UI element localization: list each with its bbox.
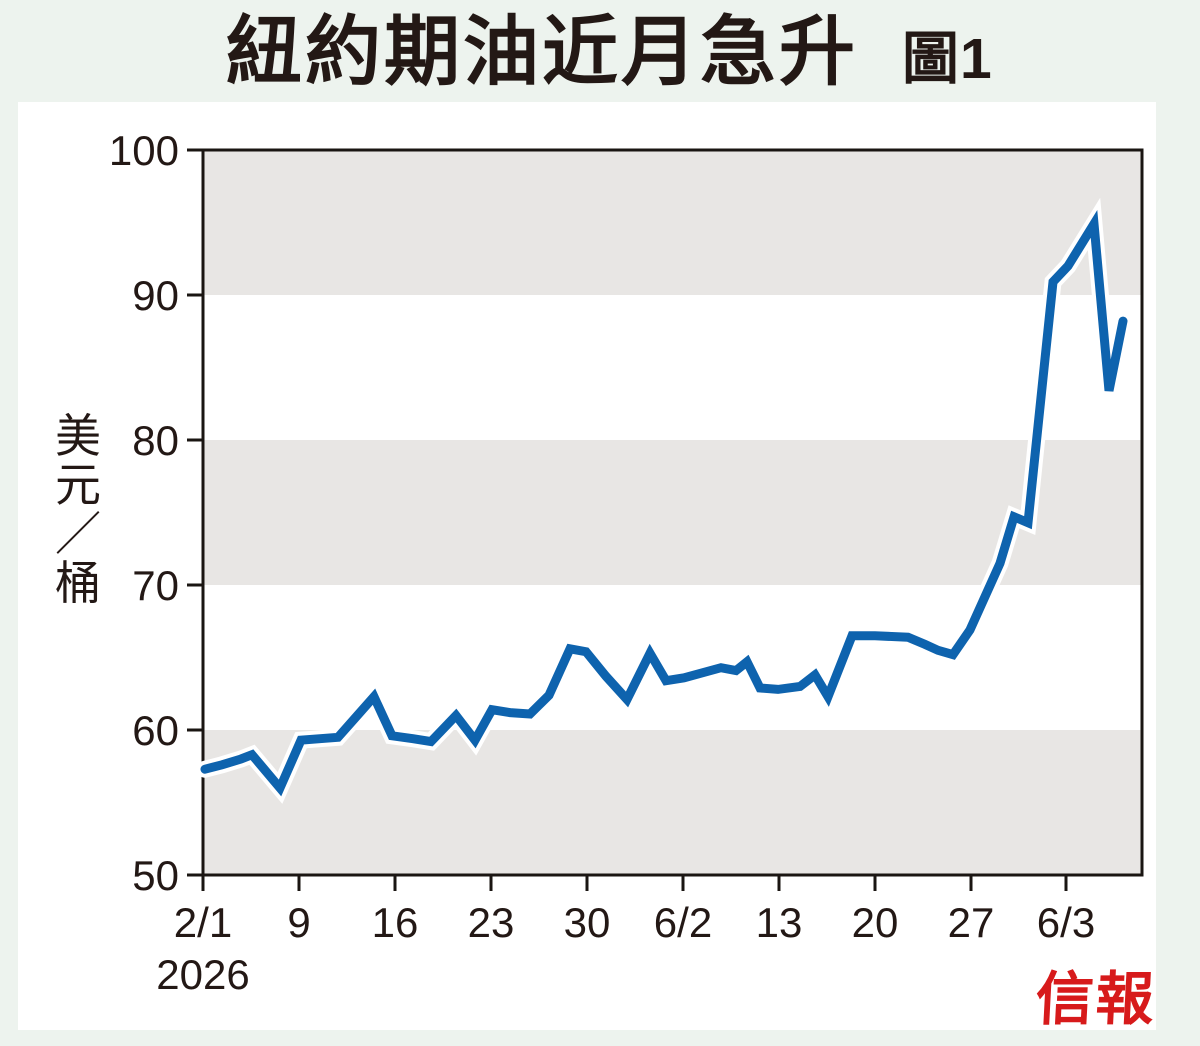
x-tick-label: 13	[756, 899, 803, 946]
y-tick-label: 50	[132, 852, 179, 899]
y-axis-unit-char: 元	[55, 459, 101, 511]
x-tick-label: 6/3	[1037, 899, 1095, 946]
plot-border	[201, 148, 1144, 877]
y-tick-label: 60	[132, 707, 179, 754]
x-tick-label: 9	[287, 899, 310, 946]
x-tick-label: 6/2	[654, 899, 712, 946]
x-tick-label: 27	[948, 899, 995, 946]
price-line	[200, 210, 1128, 797]
x-tick-label: 30	[564, 899, 611, 946]
grid-band	[203, 150, 1142, 295]
grid-band	[203, 440, 1142, 585]
page-title: 紐約期油近月急升	[226, 10, 858, 95]
x-tick-label: 16	[372, 899, 419, 946]
figure-label: 圖1	[902, 27, 993, 91]
y-tick-label: 90	[132, 272, 179, 319]
y-tick-label: 80	[132, 417, 179, 464]
y-axis-unit-char: ／	[55, 508, 101, 560]
x-axis-year-label: 2026	[156, 951, 250, 998]
x-tick-label: 20	[852, 899, 899, 946]
hkej-logo: 信報	[1034, 967, 1158, 1032]
y-tick-label: 70	[132, 562, 179, 609]
y-tick-label: 100	[109, 127, 179, 174]
y-axis-unit-char: 美	[55, 410, 101, 462]
x-tick-label: 2/1	[174, 899, 232, 946]
y-axis-unit-char: 桶	[55, 557, 101, 609]
y-axis-unit-label: 美 元 ／ 桶	[52, 412, 104, 608]
x-tick-label: 23	[468, 899, 515, 946]
chart-header: 紐約期油近月急升 圖1	[226, 8, 993, 98]
grid-band	[203, 730, 1142, 875]
